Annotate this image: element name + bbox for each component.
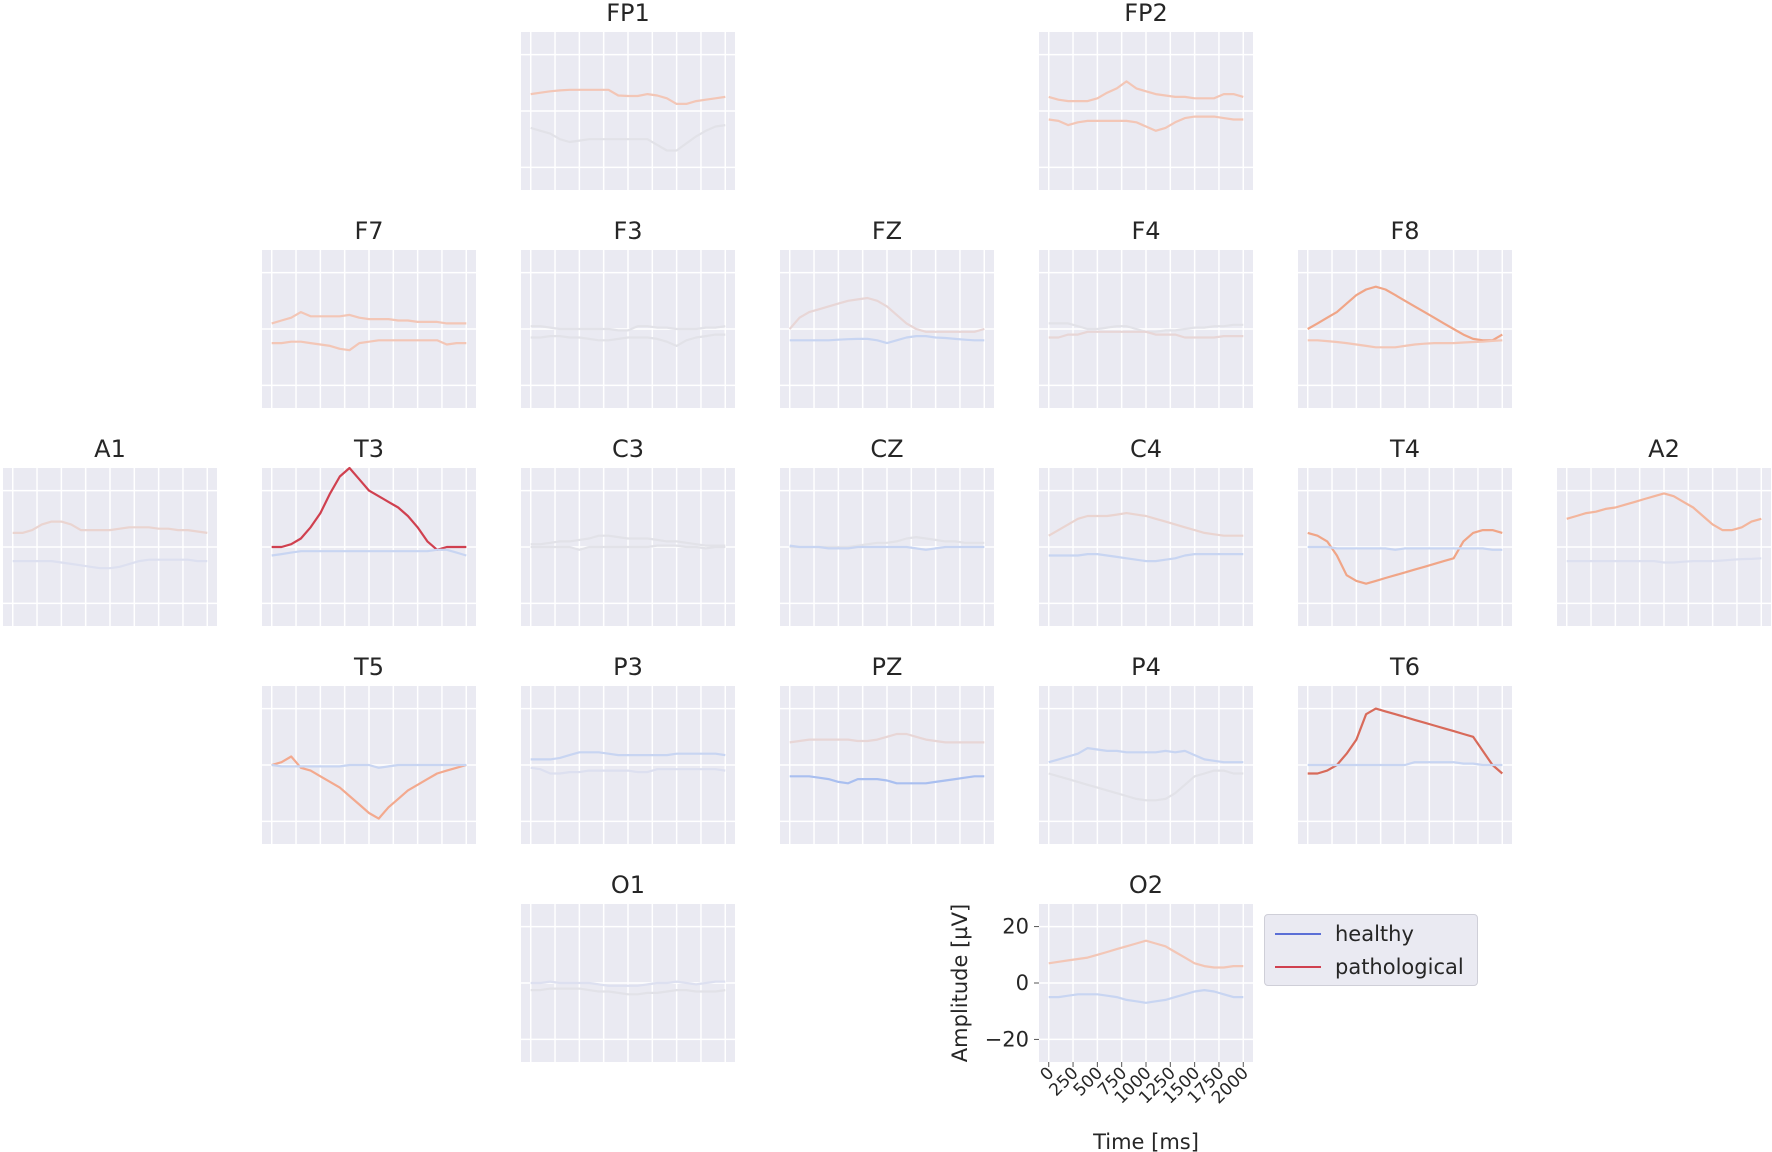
panel-title-c3: C3 bbox=[612, 435, 644, 463]
panel-title-f3: F3 bbox=[613, 217, 642, 245]
y-tick-label: 20 bbox=[1002, 915, 1029, 939]
panel-title-f4: F4 bbox=[1131, 217, 1160, 245]
series-line-fp1-2 bbox=[530, 124, 726, 152]
panel-title-f7: F7 bbox=[354, 217, 383, 245]
series-line-a1-2 bbox=[12, 558, 208, 570]
panel-title-f8: F8 bbox=[1390, 217, 1419, 245]
channel-panels: FP1 FP2 F7 F3 FZ F4 F8 A1 T3 C3 CZ C4 T4 A2 T5 P3 PZ P4 T6… bbox=[3, 0, 1771, 1062]
series-line-t6-1 bbox=[1307, 707, 1504, 775]
panel-fz: FZ bbox=[780, 217, 994, 408]
o2-axes: 200−20025050075010001250150017502000Time… bbox=[948, 904, 1253, 1152]
panel-c4: C4 bbox=[1039, 435, 1253, 626]
series-line-fz-2 bbox=[789, 335, 985, 345]
series-line-pz-1 bbox=[789, 732, 985, 744]
series-line-a1-1 bbox=[12, 520, 208, 535]
series-line-c3-1 bbox=[530, 534, 726, 547]
series-line-fz-1 bbox=[788, 296, 985, 333]
series-line-fp1-1 bbox=[530, 88, 726, 106]
series-line-f3-2 bbox=[530, 333, 726, 347]
panel-title-t3: T3 bbox=[353, 435, 384, 463]
series-line-c4-1 bbox=[1048, 511, 1244, 537]
legend-label-healthy: healthy bbox=[1335, 922, 1414, 946]
panel-title-a1: A1 bbox=[94, 435, 126, 463]
legend: healthy pathological bbox=[1264, 914, 1478, 986]
series-line-p4-1 bbox=[1048, 746, 1244, 764]
series-line-t5-1 bbox=[271, 755, 467, 820]
y-tick-label: −20 bbox=[985, 1027, 1029, 1051]
panel-t6: T6 bbox=[1298, 653, 1512, 844]
series-line-a2-1 bbox=[1566, 492, 1762, 532]
panel-pz: PZ bbox=[780, 653, 994, 844]
panel-title-t4: T4 bbox=[1389, 435, 1420, 463]
series-line-p3-1 bbox=[530, 751, 726, 761]
series-line-o1-1 bbox=[530, 980, 726, 987]
panel-o1: O1 bbox=[521, 871, 735, 1062]
panel-f3: F3 bbox=[521, 217, 735, 408]
series-line-p4-2 bbox=[1048, 769, 1244, 802]
x-axis-label: Time [ms] bbox=[1092, 1130, 1199, 1152]
panel-cz: CZ bbox=[780, 435, 994, 626]
series-line-t6-2 bbox=[1307, 761, 1503, 767]
panel-title-p3: P3 bbox=[613, 653, 643, 681]
panel-t5: T5 bbox=[262, 653, 476, 844]
panel-title-o1: O1 bbox=[611, 871, 645, 899]
panel-fp2: FP2 bbox=[1039, 0, 1253, 190]
series-line-t4-2 bbox=[1307, 545, 1503, 551]
panel-f4: F4 bbox=[1039, 217, 1253, 408]
legend-label-pathological: pathological bbox=[1335, 955, 1464, 979]
panel-title-p4: P4 bbox=[1131, 653, 1161, 681]
panel-title-a2: A2 bbox=[1648, 435, 1680, 463]
legend-swatch-healthy bbox=[1275, 933, 1321, 935]
series-line-t3-1 bbox=[271, 466, 467, 551]
panel-title-t5: T5 bbox=[353, 653, 384, 681]
series-line-cz-2 bbox=[789, 544, 985, 551]
series-line-f3-1 bbox=[530, 325, 726, 332]
panel-p3: P3 bbox=[521, 653, 735, 844]
series-line-p3-2 bbox=[530, 766, 726, 775]
series-line-t5-2 bbox=[271, 763, 467, 769]
series-line-f7-2 bbox=[271, 339, 467, 352]
panel-t4: T4 bbox=[1298, 435, 1512, 626]
series-line-f8-1 bbox=[1307, 285, 1503, 342]
panel-a2: A2 bbox=[1557, 435, 1771, 626]
panel-o2: O2 bbox=[1039, 871, 1253, 1062]
panel-p4: P4 bbox=[1039, 653, 1253, 844]
series-line-f4-2 bbox=[1048, 330, 1244, 339]
panel-title-fp2: FP2 bbox=[1124, 0, 1168, 27]
panel-title-cz: CZ bbox=[870, 435, 903, 463]
panel-f7: F7 bbox=[262, 217, 476, 408]
series-line-o2-1 bbox=[1048, 939, 1244, 969]
series-line-f8-2 bbox=[1307, 339, 1503, 349]
panel-title-c4: C4 bbox=[1130, 435, 1162, 463]
y-axis-label: Amplitude [µV] bbox=[948, 904, 972, 1062]
panel-a1: A1 bbox=[3, 435, 217, 626]
series-line-pz-2 bbox=[789, 775, 985, 785]
legend-item-healthy: healthy bbox=[1265, 919, 1414, 949]
series-line-o1-2 bbox=[530, 987, 726, 996]
panel-f8: F8 bbox=[1298, 217, 1512, 408]
series-line-a2-2 bbox=[1566, 557, 1762, 564]
panel-title-fp1: FP1 bbox=[606, 0, 650, 27]
panel-t3: T3 bbox=[262, 435, 476, 626]
series-line-c4-2 bbox=[1048, 552, 1244, 563]
panel-title-pz: PZ bbox=[872, 653, 903, 681]
series-line-t3-2 bbox=[271, 548, 467, 557]
y-tick-label: 0 bbox=[1016, 971, 1029, 995]
panel-title-fz: FZ bbox=[872, 217, 902, 245]
panel-c3: C3 bbox=[521, 435, 735, 626]
legend-swatch-pathological bbox=[1275, 966, 1321, 968]
series-line-o2-2 bbox=[1048, 988, 1244, 1004]
series-line-f7-1 bbox=[271, 311, 467, 325]
series-line-fp2-2 bbox=[1048, 115, 1244, 132]
panel-title-t6: T6 bbox=[1389, 653, 1420, 681]
series-line-fp2-1 bbox=[1048, 80, 1244, 103]
legend-item-pathological: pathological bbox=[1265, 952, 1464, 982]
series-line-c3-2 bbox=[530, 544, 726, 551]
series-line-t4-1 bbox=[1307, 528, 1503, 585]
panel-fp1: FP1 bbox=[521, 0, 735, 190]
panel-title-o2: O2 bbox=[1129, 871, 1163, 899]
